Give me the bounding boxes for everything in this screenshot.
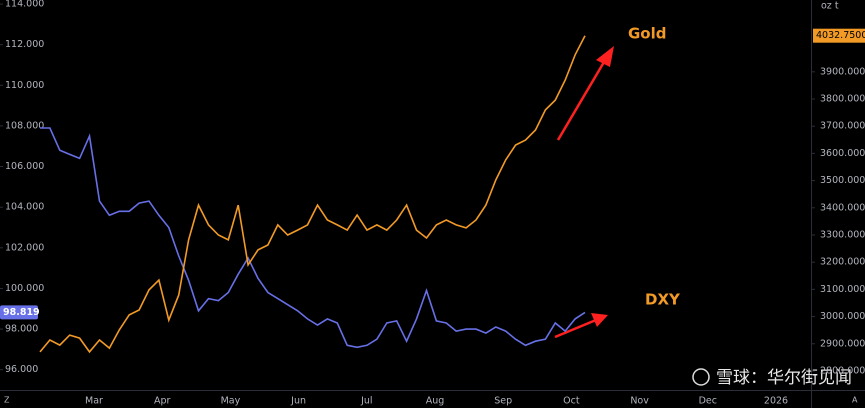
arrow-head bbox=[591, 313, 608, 327]
y2-tick-label: 3600.0000 bbox=[820, 148, 865, 159]
x-tick-label: Jun bbox=[290, 396, 306, 407]
y2-tick-label: 3100.0000 bbox=[820, 284, 865, 295]
price-tag bbox=[0, 305, 38, 320]
arrow-line bbox=[554, 318, 597, 339]
y2-tick-label: 3500.0000 bbox=[820, 175, 865, 186]
x-tick-label: Mar bbox=[85, 396, 103, 407]
y2-tick-label: 2900.0000 bbox=[820, 338, 865, 349]
x-tick-label: Sep bbox=[494, 396, 512, 407]
y-tick-label: 114.000 bbox=[5, 0, 44, 10]
price-tag-label: 4032.7500 bbox=[816, 30, 865, 41]
arrow-line bbox=[556, 61, 606, 141]
y2-tick-label: 3000.0000 bbox=[820, 311, 865, 322]
annotation: DXY bbox=[645, 291, 681, 309]
y2-tick-label: 3200.0000 bbox=[820, 257, 865, 268]
y-tick-label: 104.000 bbox=[5, 202, 44, 213]
y2-tick-label: 3300.0000 bbox=[820, 229, 865, 240]
price-tag-label: 98.819 bbox=[3, 307, 40, 318]
arrows bbox=[554, 46, 614, 339]
line-series bbox=[39, 35, 586, 354]
y2-tick-label: 3700.0000 bbox=[820, 121, 865, 132]
line-series bbox=[40, 127, 586, 349]
y-tick-label: 112.000 bbox=[5, 39, 44, 50]
watermark: 雪球：华尔街见闻 bbox=[716, 368, 852, 388]
corner-label: Z bbox=[4, 396, 10, 405]
x-tick-label: Dec bbox=[699, 396, 717, 407]
x-tick-label: Jul bbox=[360, 396, 372, 407]
x-tick-label: Nov bbox=[630, 396, 649, 407]
corner-label: A bbox=[852, 396, 858, 405]
y-tick-label: 96.000 bbox=[5, 364, 38, 375]
x-tick-label: Oct bbox=[563, 396, 580, 407]
y-tick-label: 108.000 bbox=[5, 120, 44, 131]
annotation: Gold bbox=[628, 25, 667, 43]
unit-label: oz t bbox=[821, 1, 839, 12]
y-tick-label: 106.000 bbox=[5, 161, 44, 172]
x-tick-label: Aug bbox=[426, 396, 445, 407]
watermark-logo bbox=[692, 368, 710, 386]
price-tag bbox=[813, 28, 865, 43]
y2-tick-label: 3800.0000 bbox=[820, 93, 865, 104]
x-tick-label: Apr bbox=[154, 396, 171, 407]
y2-tick-label: 3900.0000 bbox=[820, 66, 865, 77]
y-tick-label: 102.000 bbox=[5, 242, 44, 253]
y-tick-label: 110.000 bbox=[5, 80, 44, 91]
arrow-head bbox=[596, 46, 614, 67]
y-tick-label: 100.000 bbox=[5, 283, 44, 294]
y2-tick-label: 2800.0000 bbox=[820, 365, 865, 376]
y2-tick-label: 3400.0000 bbox=[820, 202, 865, 213]
x-tick-label: May bbox=[221, 396, 241, 407]
x-tick-label: 2026 bbox=[764, 396, 788, 407]
y-tick-label: 98.000 bbox=[5, 324, 38, 335]
